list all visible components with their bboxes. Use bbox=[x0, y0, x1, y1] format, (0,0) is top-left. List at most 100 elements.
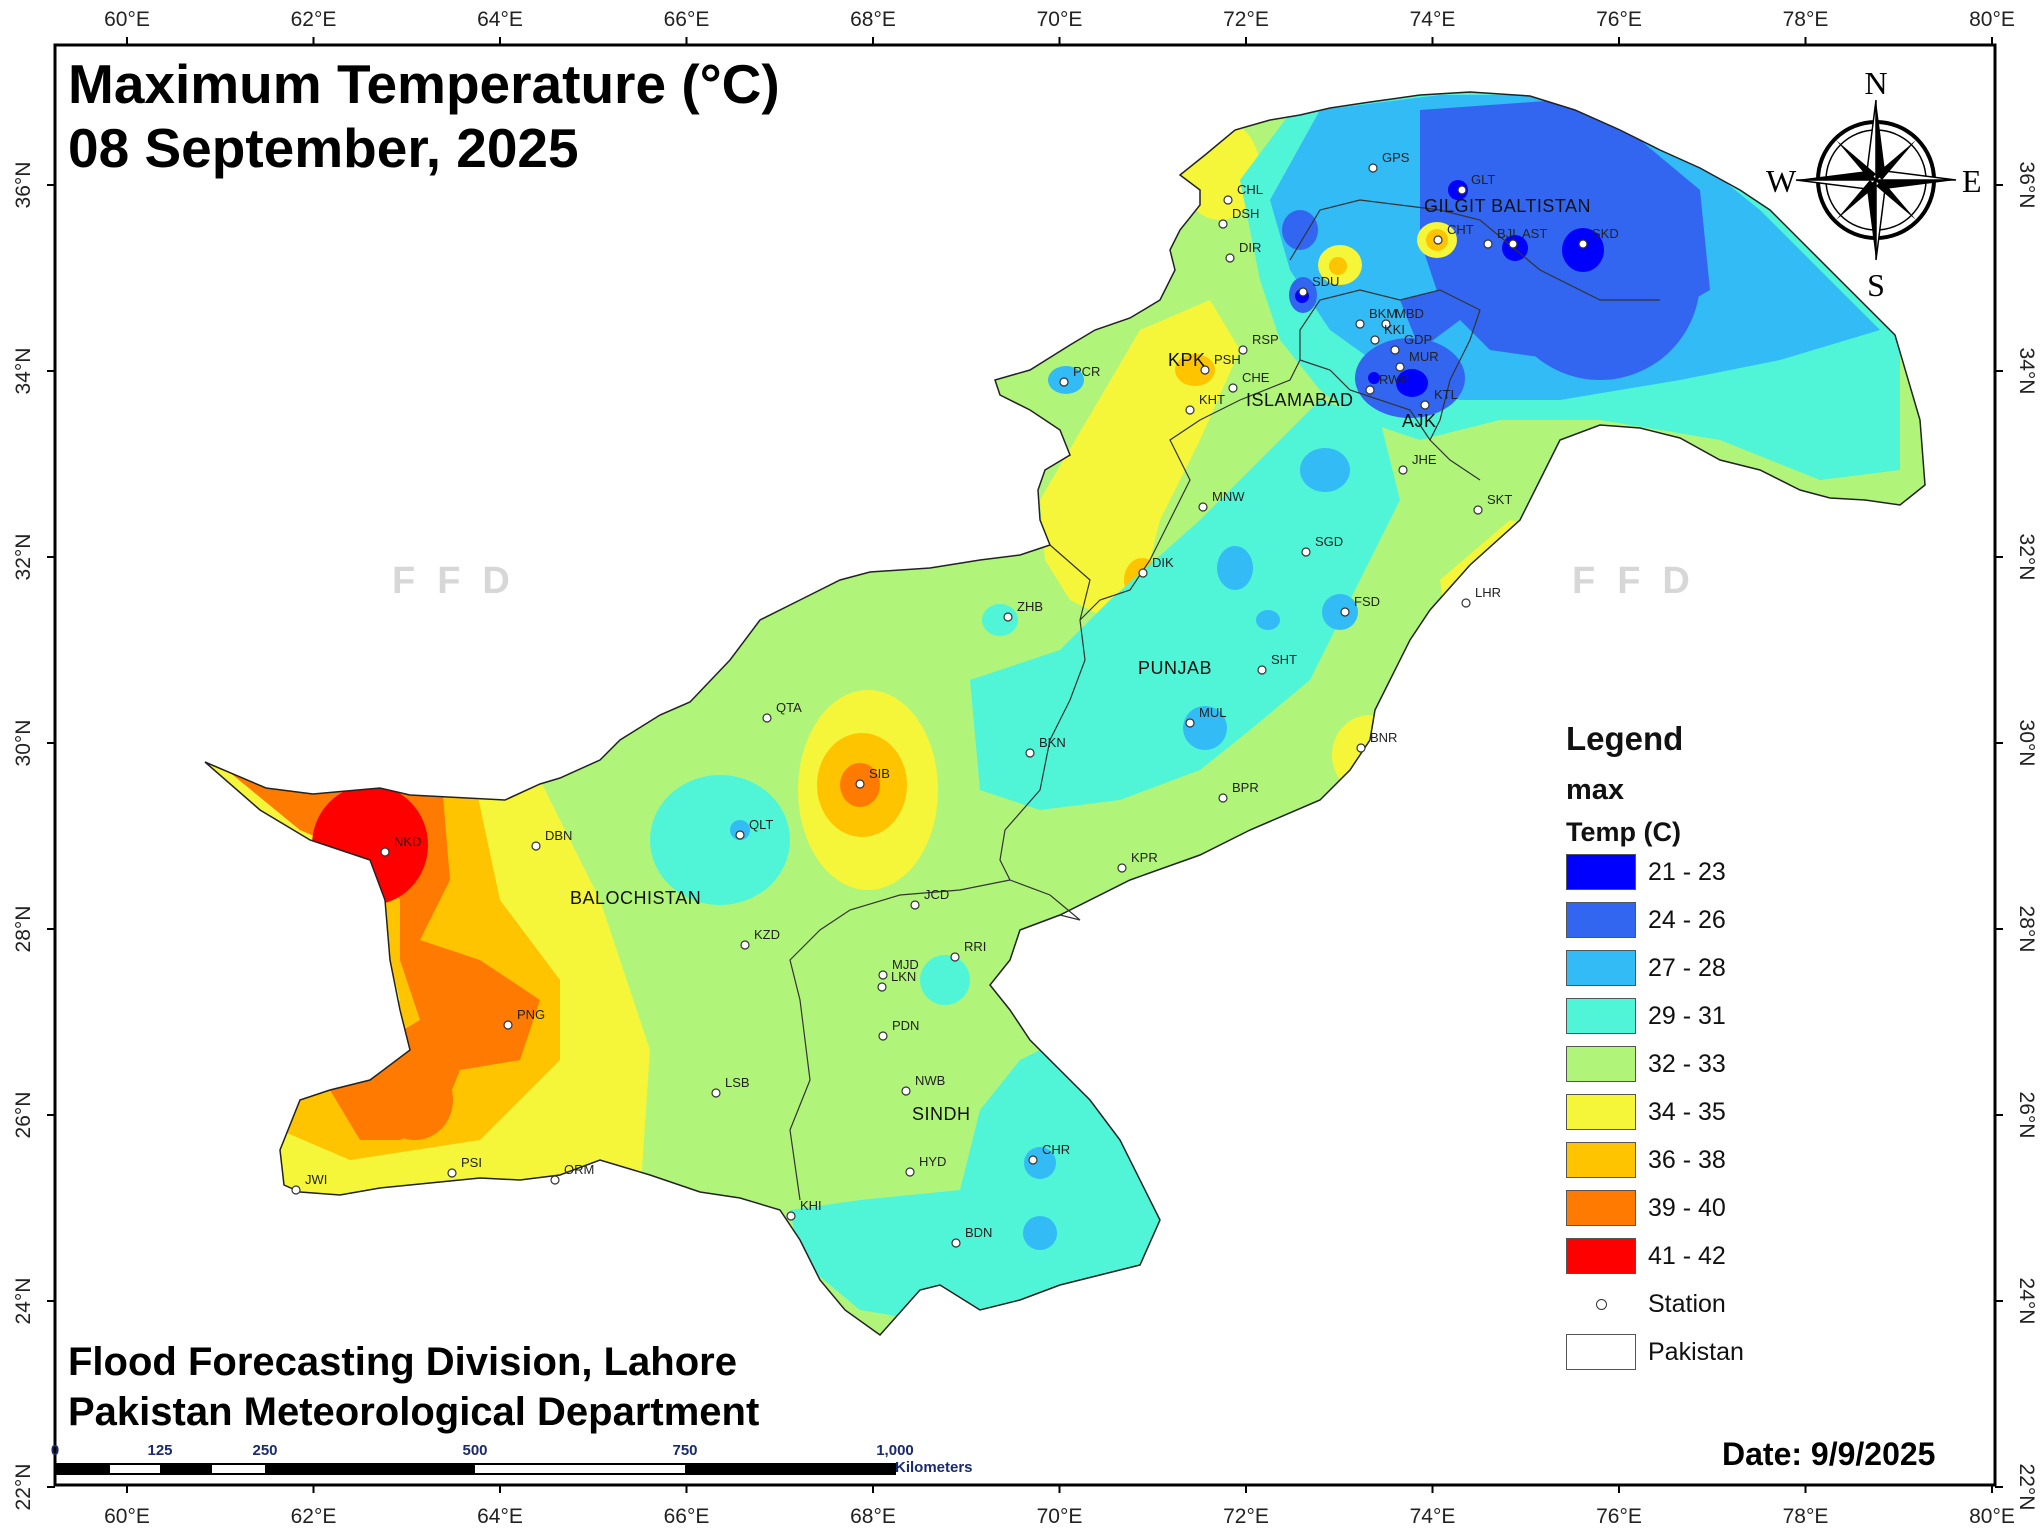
legend-class: 24 - 26 bbox=[1566, 896, 1816, 944]
station-chl: CHL bbox=[1223, 182, 1263, 205]
station-label: DBN bbox=[545, 828, 572, 843]
south-label: S bbox=[1867, 267, 1885, 303]
lon-tick-label-top: 70°E bbox=[1037, 8, 1083, 31]
station-label: PSH bbox=[1214, 352, 1241, 367]
station-label: PCR bbox=[1073, 364, 1100, 379]
station-marker-icon bbox=[1578, 239, 1588, 249]
station-label: PNG bbox=[517, 1007, 545, 1022]
credit-line-2: Pakistan Meteorological Department bbox=[68, 1390, 760, 1434]
legend-class: 41 - 42 bbox=[1566, 1232, 1816, 1280]
lat-tick-label-left: 26°N bbox=[12, 1092, 35, 1139]
legend-class-label: 34 - 35 bbox=[1648, 1097, 1726, 1126]
station-label: NKD bbox=[394, 834, 421, 849]
station-label: MUR bbox=[1409, 349, 1439, 364]
legend-boundary-label: Pakistan bbox=[1648, 1337, 1744, 1366]
legend-class: 27 - 28 bbox=[1566, 944, 1816, 992]
station-marker-icon bbox=[1301, 547, 1311, 557]
legend-class-label: 36 - 38 bbox=[1648, 1145, 1726, 1174]
station-label: PSI bbox=[461, 1155, 482, 1170]
station-marker-icon bbox=[1457, 185, 1467, 195]
station-marker-icon bbox=[1028, 1155, 1038, 1165]
station-qlt: QLT bbox=[735, 817, 773, 840]
station-label: BKM bbox=[1369, 306, 1397, 321]
station-label: LKN bbox=[891, 969, 916, 984]
station-label: LSB bbox=[725, 1075, 750, 1090]
legend-swatch bbox=[1566, 1142, 1636, 1178]
station-label: QLT bbox=[749, 817, 773, 832]
lat-tick-label-right: 32°N bbox=[2015, 534, 2038, 581]
station-skt: SKT bbox=[1473, 492, 1512, 515]
station-psh: PSH bbox=[1200, 352, 1241, 375]
station-label: CHE bbox=[1242, 370, 1270, 385]
station-label: QTA bbox=[776, 700, 802, 715]
zone-29-31-qlt bbox=[650, 775, 790, 905]
province-boundaries bbox=[789, 199, 1660, 1201]
legend-station-label: Station bbox=[1648, 1289, 1726, 1318]
lat-tick-label-left: 30°N bbox=[12, 720, 35, 767]
station-sht: SHT bbox=[1257, 652, 1297, 675]
zone-39-40-west bbox=[205, 740, 540, 1140]
station-lsb: LSB bbox=[711, 1075, 750, 1098]
station-label: DSH bbox=[1232, 206, 1259, 221]
lon-tick-label-bottom: 60°E bbox=[104, 1505, 150, 1528]
station-label: CHL bbox=[1237, 182, 1263, 197]
station-marker-icon bbox=[503, 1020, 513, 1030]
legend-heading: Legend bbox=[1566, 720, 1684, 757]
scale-tick-label: 250 bbox=[252, 1442, 277, 1459]
station-marker-icon bbox=[740, 940, 750, 950]
legend-swatch bbox=[1566, 998, 1636, 1034]
station-marker-icon bbox=[1368, 163, 1378, 173]
station-marker-icon bbox=[1420, 400, 1430, 410]
lon-tick-label-top: 60°E bbox=[104, 8, 150, 31]
station-bnr: BNR bbox=[1356, 730, 1397, 753]
station-nwb: NWB bbox=[901, 1073, 945, 1096]
station-nkd: NKD bbox=[380, 834, 421, 857]
map-credits: Flood Forecasting Division, Lahore Pakis… bbox=[68, 1337, 759, 1437]
station-label: PDN bbox=[892, 1018, 919, 1033]
station-marker-icon bbox=[1223, 195, 1233, 205]
station-kki: KKI bbox=[1370, 322, 1405, 345]
region-label-ajk: AJK bbox=[1402, 411, 1437, 431]
zone-39-40-png-south bbox=[377, 1060, 453, 1140]
region-label-islamabad: ISLAMABAD bbox=[1246, 390, 1354, 410]
lon-tick-label-top: 76°E bbox=[1596, 8, 1642, 31]
zone-27-28-fsd bbox=[1322, 594, 1358, 630]
zone-27-28-bdn bbox=[1023, 1216, 1057, 1250]
station-marker-icon bbox=[901, 1086, 911, 1096]
station-marker-icon bbox=[1356, 743, 1366, 753]
station-label: KHT bbox=[1199, 392, 1225, 407]
station-marker-icon bbox=[878, 1031, 888, 1041]
station-symbol-icon bbox=[1566, 1286, 1636, 1322]
lon-tick-label-bottom: 72°E bbox=[1223, 1505, 1269, 1528]
station-mbd: MBD bbox=[1381, 306, 1424, 329]
station-marker-icon bbox=[735, 830, 745, 840]
station-chr: CHR bbox=[1028, 1142, 1070, 1165]
station-label: FSD bbox=[1354, 594, 1380, 609]
station-bji: BJI bbox=[1483, 226, 1516, 249]
station-mnw: MNW bbox=[1198, 489, 1245, 512]
lon-tick-label-top: 80°E bbox=[1969, 8, 2015, 31]
legend-class: 21 - 23 bbox=[1566, 848, 1816, 896]
station-kpr: KPR bbox=[1117, 850, 1158, 873]
boundary-swatch bbox=[1566, 1334, 1636, 1370]
legend-swatch bbox=[1566, 902, 1636, 938]
station-label: JWI bbox=[305, 1172, 327, 1187]
north-arrow: N S E W bbox=[1766, 65, 1982, 303]
station-rwp: RWP bbox=[1365, 372, 1409, 395]
station-marker-icon bbox=[447, 1168, 457, 1178]
lon-tick-label-top: 64°E bbox=[477, 8, 523, 31]
station-cht: CHT bbox=[1433, 222, 1474, 245]
station-jcd: JCD bbox=[910, 887, 949, 910]
station-marker-icon bbox=[711, 1088, 721, 1098]
station-marker-icon bbox=[1483, 239, 1493, 249]
lat-tick-label-left: 34°N bbox=[12, 348, 35, 395]
station-label: SGD bbox=[1315, 534, 1343, 549]
station-marker-icon bbox=[1355, 319, 1365, 329]
station-label: BPR bbox=[1232, 780, 1259, 795]
station-label: BJI bbox=[1497, 226, 1516, 241]
lon-tick-label-top: 62°E bbox=[291, 8, 337, 31]
lat-tick-label-left: 32°N bbox=[12, 534, 35, 581]
station-fsd: FSD bbox=[1340, 594, 1380, 617]
station-khi: KHI bbox=[786, 1198, 822, 1221]
